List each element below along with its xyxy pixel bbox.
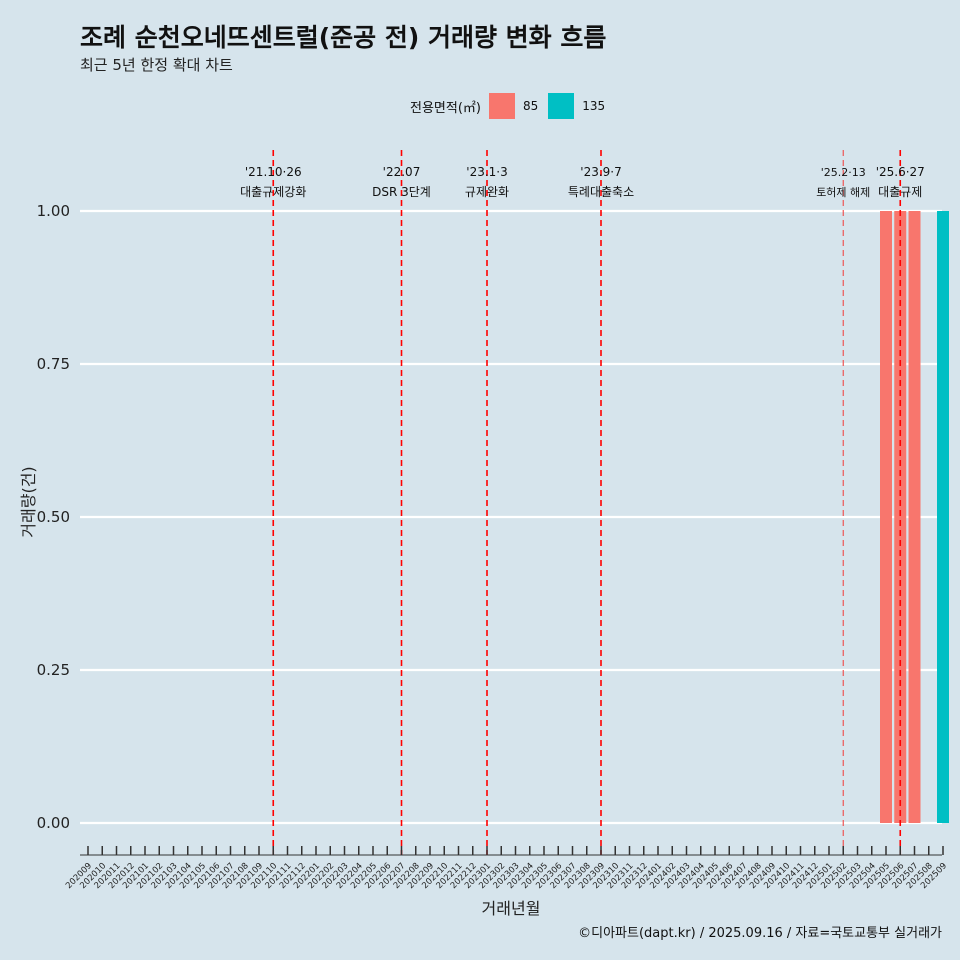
y-tick-label: 1.00: [37, 202, 70, 220]
bar-85-202507: [908, 211, 921, 823]
x-axis-title: 거래년월: [482, 899, 541, 918]
legend-key-135: [548, 93, 575, 119]
legend: 전용면적(㎡) 85 135: [410, 92, 615, 120]
bar-85-202505: [880, 211, 892, 823]
event-label-202502: 토허제 해제: [816, 185, 870, 199]
event-date-202506: '25.6·27: [876, 165, 925, 179]
legend-key-85: [488, 93, 515, 119]
chart-subtitle: 최근 5년 한정 확대 차트: [80, 56, 233, 74]
y-tick-label: 0.75: [37, 355, 70, 373]
legend-title: 전용면적(㎡): [410, 100, 481, 116]
y-tick-label: 0.25: [37, 661, 70, 679]
event-date-202502: '25.2·13: [821, 166, 866, 179]
event-date-202110: '21.10·26: [245, 165, 302, 179]
source-caption: ©디아파트(dapt.kr) / 2025.09.16 / 자료=국토교통부 실…: [578, 926, 942, 941]
bar-85-202506: [894, 211, 907, 823]
y-tick-label: 0.00: [37, 814, 70, 832]
event-label-202110: 대출규제강화: [240, 185, 306, 199]
legend-label-85: 85: [522, 99, 539, 113]
legend-label-135: 135: [582, 99, 606, 113]
event-label-202506: 대출규제: [878, 185, 922, 199]
event-label-202309: 특례대출축소: [568, 185, 634, 199]
event-label-202301: 규제완화: [465, 185, 509, 199]
y-axis-title: 거래량(건): [19, 466, 38, 537]
event-label-202207: DSR 3단계: [372, 185, 431, 199]
event-date-202309: '23.9·7: [580, 165, 621, 179]
event-date-202301: '23.1·3: [466, 165, 507, 179]
bar-135-202509: [937, 211, 949, 823]
event-date-202207: '22.07: [383, 165, 421, 179]
y-tick-label: 0.50: [37, 508, 70, 526]
chart-title: 조례 순천오네뜨센트럴(준공 전) 거래량 변화 흐름: [80, 23, 607, 52]
